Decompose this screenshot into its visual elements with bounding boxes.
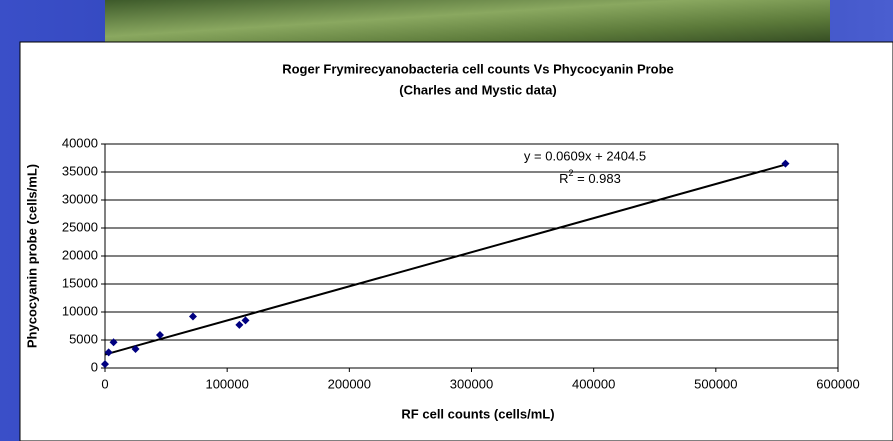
- data-point: [235, 320, 244, 329]
- x-tick-label: 100000: [205, 376, 248, 391]
- chart-subtitle: (Charles and Mystic data): [399, 82, 557, 97]
- data-point: [241, 316, 250, 325]
- data-point: [188, 312, 197, 321]
- plot-frame: [104, 143, 839, 369]
- x-tick-label: 200000: [328, 376, 371, 391]
- y-tick-label: 25000: [62, 219, 98, 234]
- y-tick-label: 15000: [62, 275, 98, 290]
- x-tick-label: 0: [101, 376, 108, 391]
- data-point: [781, 159, 790, 168]
- y-tick-label: 5000: [69, 331, 98, 346]
- trendline: [104, 163, 786, 356]
- y-tick-label: 0: [91, 359, 98, 374]
- y-tick-label: 40000: [62, 135, 98, 150]
- y-tick-label: 20000: [62, 247, 98, 262]
- data-point: [104, 348, 113, 357]
- y-tick-label: 30000: [62, 191, 98, 206]
- r-squared-part: 2: [569, 168, 574, 178]
- chart-title: Roger Frymirecyanobacteria cell counts V…: [282, 61, 674, 76]
- data-point: [155, 330, 164, 339]
- x-axis-label: RF cell counts (cells/mL): [401, 406, 554, 421]
- data-point: [131, 344, 140, 353]
- chart-panel: [19, 41, 893, 441]
- trendline-equation: y = 0.0609x + 2404.5: [524, 148, 646, 163]
- x-tick-label: 300000: [450, 376, 493, 391]
- r-squared-part: = 0.983: [574, 171, 621, 186]
- data-point: [101, 360, 109, 369]
- data-point: [109, 338, 118, 347]
- x-tick-label: 400000: [572, 376, 615, 391]
- y-tick-label: 35000: [62, 163, 98, 178]
- y-axis-label: Phycocyanin probe (cells/mL): [24, 164, 39, 348]
- x-tick-label: 500000: [694, 376, 737, 391]
- r-squared-part: R: [559, 171, 568, 186]
- photo: [105, 0, 830, 46]
- x-tick-label: 600000: [816, 376, 859, 391]
- r-squared: R2 = 0.983: [559, 168, 621, 186]
- y-tick-label: 10000: [62, 303, 98, 318]
